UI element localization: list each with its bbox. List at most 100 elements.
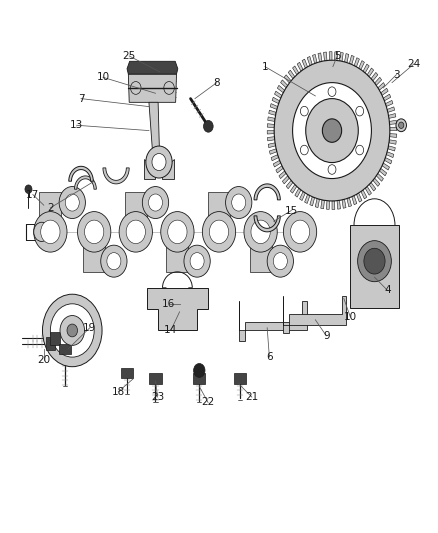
Circle shape [322, 119, 342, 142]
Circle shape [142, 187, 169, 219]
Circle shape [204, 120, 213, 132]
Polygon shape [208, 192, 230, 232]
Polygon shape [304, 195, 310, 204]
Circle shape [274, 60, 390, 201]
Polygon shape [269, 110, 276, 115]
Polygon shape [277, 85, 285, 93]
Text: 19: 19 [83, 323, 96, 333]
Polygon shape [365, 187, 371, 195]
Polygon shape [357, 193, 362, 202]
Circle shape [283, 212, 317, 252]
Polygon shape [103, 168, 129, 184]
Polygon shape [363, 64, 369, 73]
Circle shape [131, 82, 141, 94]
Circle shape [25, 185, 32, 193]
Text: 17: 17 [26, 190, 39, 199]
Polygon shape [239, 301, 307, 341]
Polygon shape [371, 72, 378, 81]
Text: 13: 13 [70, 120, 83, 130]
Polygon shape [350, 55, 354, 64]
Text: 25: 25 [123, 51, 136, 61]
Polygon shape [342, 199, 346, 208]
Polygon shape [286, 180, 293, 189]
Polygon shape [270, 103, 278, 109]
Polygon shape [127, 61, 178, 74]
Circle shape [364, 248, 385, 274]
Circle shape [267, 52, 397, 209]
Polygon shape [315, 199, 319, 207]
Polygon shape [267, 131, 274, 134]
Circle shape [290, 220, 310, 244]
Circle shape [328, 87, 336, 96]
Circle shape [119, 212, 152, 252]
Polygon shape [326, 200, 329, 209]
Polygon shape [374, 77, 381, 85]
Circle shape [232, 194, 246, 211]
Polygon shape [389, 114, 396, 118]
Polygon shape [332, 201, 335, 209]
Text: 10: 10 [344, 312, 357, 322]
Circle shape [356, 145, 364, 155]
Polygon shape [83, 232, 105, 272]
Circle shape [65, 194, 79, 211]
Polygon shape [389, 120, 396, 124]
Circle shape [396, 119, 406, 132]
Polygon shape [339, 52, 343, 61]
Polygon shape [69, 166, 93, 181]
Text: 16: 16 [162, 299, 175, 309]
Polygon shape [149, 373, 162, 384]
Polygon shape [378, 83, 385, 90]
Text: 4: 4 [384, 286, 391, 295]
Circle shape [42, 294, 102, 367]
Polygon shape [269, 149, 277, 155]
Polygon shape [310, 197, 314, 206]
Polygon shape [271, 155, 279, 161]
Polygon shape [283, 296, 346, 333]
Circle shape [50, 304, 94, 357]
Polygon shape [335, 52, 338, 61]
Polygon shape [273, 160, 281, 167]
Polygon shape [385, 158, 392, 164]
Polygon shape [337, 200, 340, 209]
Polygon shape [268, 143, 276, 148]
Polygon shape [46, 337, 56, 350]
Text: 8: 8 [213, 78, 220, 87]
Polygon shape [389, 134, 397, 138]
Polygon shape [275, 91, 282, 98]
Polygon shape [379, 168, 387, 176]
Polygon shape [388, 146, 395, 151]
Polygon shape [302, 59, 307, 68]
Text: 24: 24 [407, 59, 420, 69]
Circle shape [226, 187, 252, 219]
Circle shape [164, 82, 174, 94]
Circle shape [267, 245, 293, 277]
Text: 6: 6 [266, 352, 273, 362]
Polygon shape [352, 196, 357, 205]
Circle shape [202, 212, 236, 252]
Polygon shape [283, 176, 290, 184]
Polygon shape [354, 58, 360, 67]
Polygon shape [293, 66, 299, 75]
Polygon shape [268, 117, 275, 122]
Polygon shape [321, 200, 325, 209]
Polygon shape [367, 68, 374, 77]
Circle shape [300, 145, 308, 155]
Polygon shape [383, 94, 391, 101]
Polygon shape [297, 62, 303, 71]
Polygon shape [361, 190, 367, 199]
Polygon shape [162, 159, 174, 179]
Text: 2: 2 [47, 203, 54, 213]
Polygon shape [382, 163, 389, 170]
Text: 9: 9 [323, 331, 330, 341]
Polygon shape [288, 70, 295, 79]
Circle shape [126, 220, 145, 244]
Polygon shape [295, 188, 301, 197]
Text: 3: 3 [393, 70, 400, 79]
Circle shape [399, 122, 404, 128]
Polygon shape [149, 102, 159, 150]
Circle shape [244, 212, 277, 252]
Text: 5: 5 [334, 51, 341, 61]
Polygon shape [318, 53, 322, 62]
Circle shape [251, 220, 270, 244]
Circle shape [356, 106, 364, 116]
